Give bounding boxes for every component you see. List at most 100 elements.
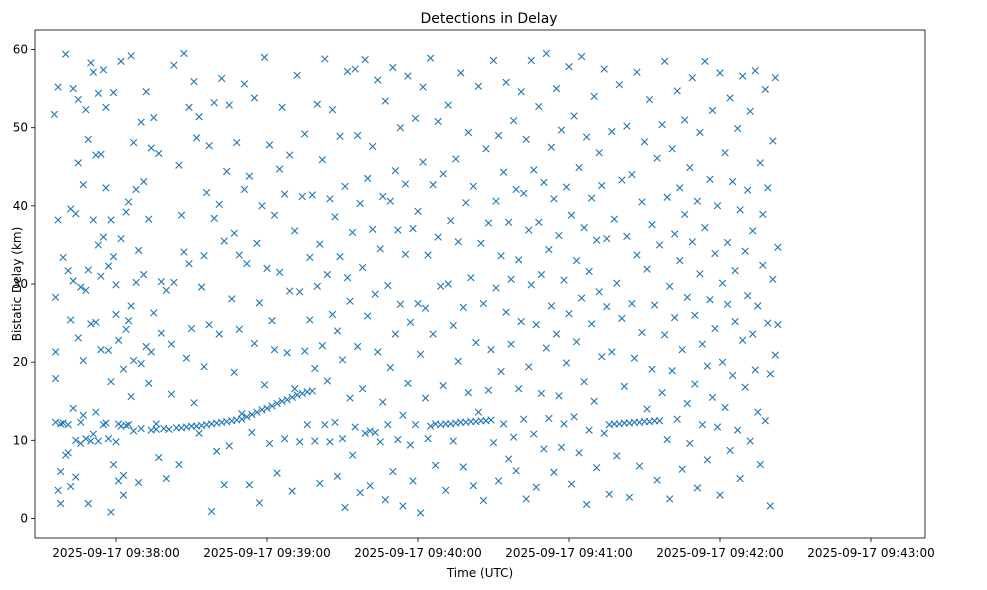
data-point <box>223 167 231 176</box>
data-point <box>245 172 254 180</box>
data-point <box>129 356 138 365</box>
data-point <box>560 276 568 284</box>
y-axis-ticks: 0 10 20 30 40 50 60 <box>13 43 35 525</box>
data-point <box>152 420 160 428</box>
data-point <box>756 460 764 469</box>
data-point <box>157 329 165 337</box>
data-point <box>109 252 118 261</box>
data-point <box>205 141 213 150</box>
data-point <box>220 237 228 245</box>
data-point <box>386 197 395 205</box>
data-point <box>313 282 322 291</box>
data-point <box>72 436 80 444</box>
data-point <box>399 411 407 419</box>
data-point <box>557 126 566 134</box>
data-point <box>89 216 98 224</box>
data-point <box>371 290 379 298</box>
data-point <box>56 420 65 428</box>
data-point <box>454 357 462 366</box>
data-point <box>489 438 498 447</box>
data-point <box>691 311 699 319</box>
data-point <box>613 279 621 287</box>
data-point <box>628 170 636 179</box>
data-point <box>109 88 118 97</box>
data-point <box>361 429 369 437</box>
data-point <box>180 49 188 58</box>
data-point <box>683 293 691 301</box>
data-point <box>69 84 77 93</box>
data-point <box>102 184 110 192</box>
data-point <box>182 354 191 362</box>
y-tick-label: 60 <box>13 43 28 57</box>
data-point <box>230 229 238 237</box>
data-point <box>212 447 221 455</box>
data-point <box>79 356 87 365</box>
data-point <box>676 184 684 192</box>
data-point <box>701 57 709 65</box>
data-point <box>540 445 548 453</box>
data-point <box>313 100 322 108</box>
data-point <box>145 215 153 223</box>
data-point <box>50 110 59 119</box>
data-point <box>77 418 85 427</box>
data-point <box>285 287 294 295</box>
data-point <box>346 297 354 305</box>
x-axis-label: Time (UTC) <box>446 566 513 580</box>
data-point <box>580 378 588 386</box>
data-point <box>414 299 422 308</box>
data-point <box>746 437 754 445</box>
data-point <box>210 98 218 107</box>
data-point <box>653 476 661 484</box>
data-point <box>391 166 400 175</box>
data-point <box>74 334 82 342</box>
data-point <box>698 340 707 348</box>
data-point <box>293 71 301 80</box>
data-point <box>409 477 417 485</box>
data-point <box>92 408 100 416</box>
data-point <box>429 181 437 189</box>
data-point <box>399 502 407 510</box>
data-point <box>711 324 719 333</box>
data-point <box>72 209 80 218</box>
chart-title: Detections in Delay <box>420 11 557 27</box>
data-point <box>673 87 681 95</box>
data-point <box>706 175 714 183</box>
data-point <box>645 95 654 104</box>
data-point <box>545 245 553 254</box>
data-point <box>175 460 183 469</box>
data-point <box>590 92 598 101</box>
data-point <box>663 435 671 444</box>
data-point <box>693 197 702 205</box>
data-point <box>769 137 777 145</box>
data-points <box>50 49 782 517</box>
data-point <box>743 292 752 300</box>
data-point <box>540 178 548 187</box>
data-point <box>82 435 90 443</box>
data-point <box>326 438 334 446</box>
data-point <box>92 318 100 326</box>
data-point <box>766 370 775 378</box>
data-point <box>535 218 543 226</box>
data-point <box>374 76 382 84</box>
data-point <box>499 420 508 428</box>
data-point <box>416 350 425 359</box>
data-point <box>537 389 546 398</box>
data-point <box>527 281 535 289</box>
data-point <box>426 422 435 430</box>
data-point <box>74 95 82 104</box>
data-point <box>283 395 291 404</box>
data-point <box>215 330 223 338</box>
data-point <box>774 243 782 251</box>
data-point <box>381 97 389 105</box>
data-point <box>61 50 70 58</box>
data-point <box>82 106 90 114</box>
data-point <box>396 300 405 309</box>
data-point <box>157 277 165 286</box>
data-point <box>532 483 540 491</box>
data-point <box>321 420 329 429</box>
data-point <box>555 392 563 400</box>
data-point <box>603 302 611 311</box>
data-point <box>351 423 359 431</box>
data-point <box>658 120 666 129</box>
data-point <box>112 438 120 446</box>
